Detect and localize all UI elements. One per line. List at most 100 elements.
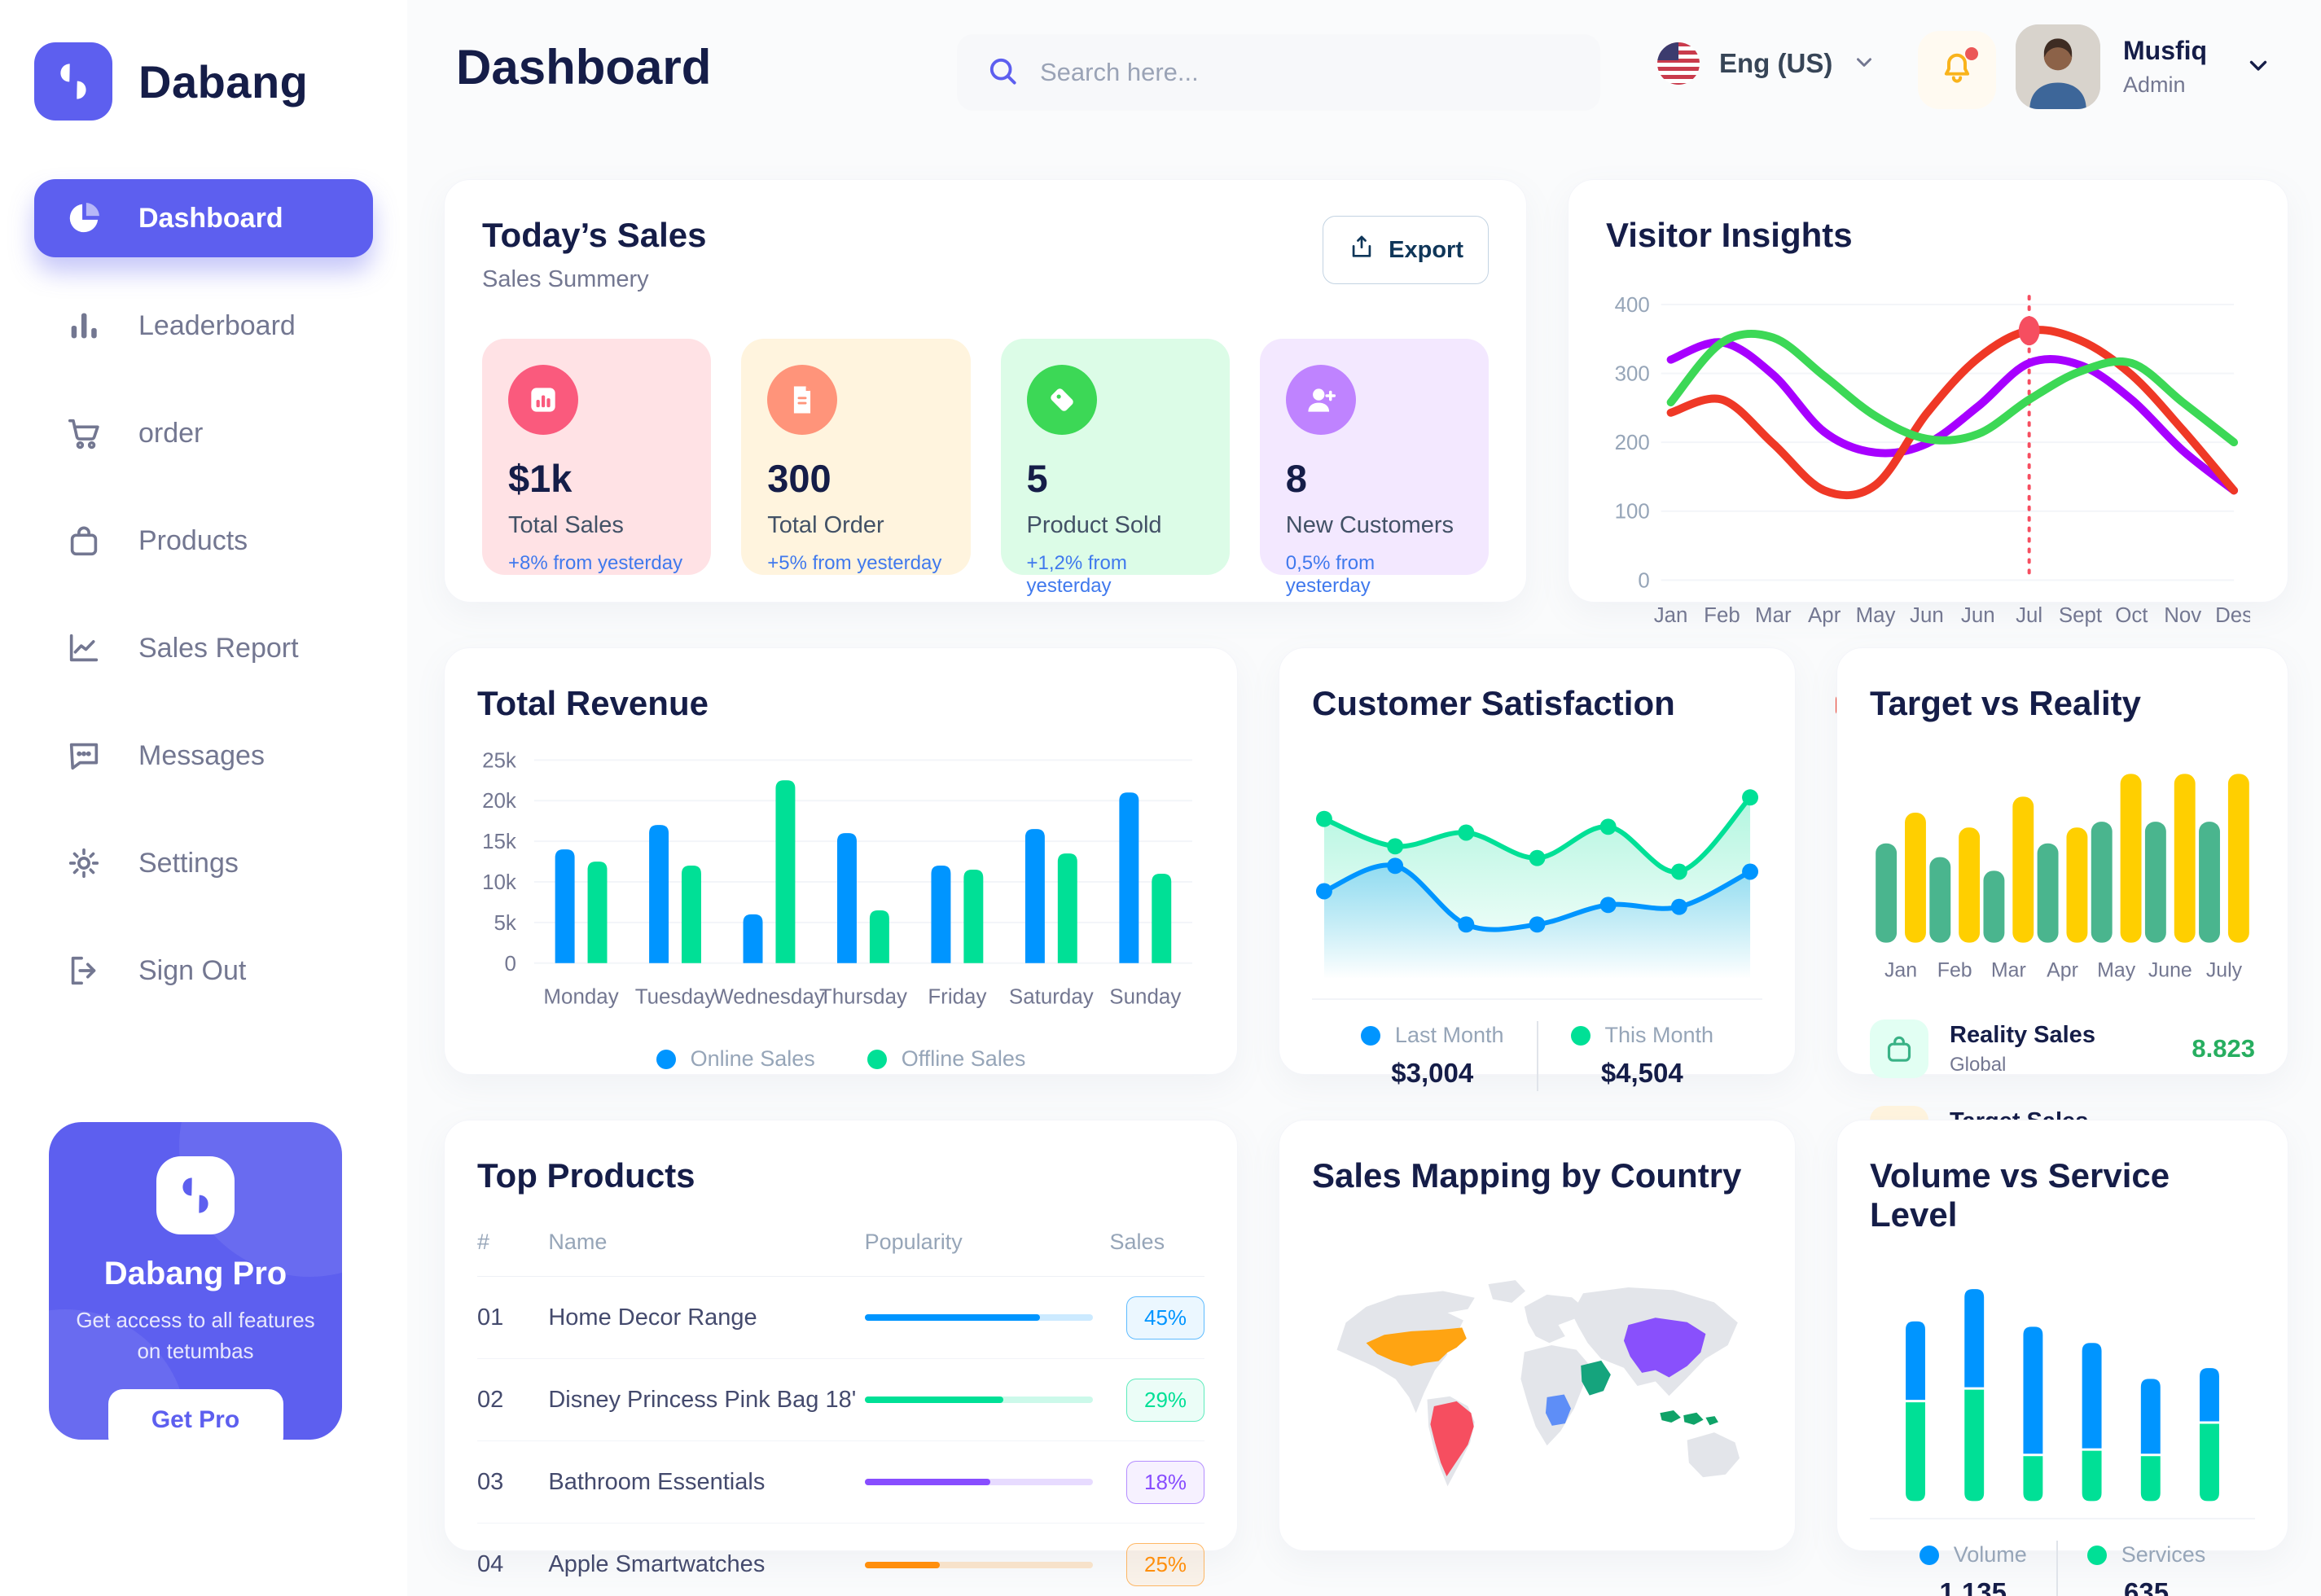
svg-text:Monday: Monday — [543, 986, 618, 1009]
sidebar-item-label: Sales Report — [138, 632, 299, 664]
svg-text:300: 300 — [1615, 363, 1650, 386]
svg-text:June: June — [2148, 958, 2192, 981]
sidebar-menu: Dashboard Leaderboard order Products — [0, 179, 407, 1010]
topbar: Dashboard Eng (US) — [407, 0, 2321, 147]
shopping-bag-icon — [65, 522, 103, 559]
sidebar-item-sign-out[interactable]: Sign Out — [34, 932, 373, 1010]
svg-text:Des: Des — [2215, 604, 2250, 627]
line-chart-icon — [65, 629, 103, 667]
profile-text: Musfiq Admin — [2123, 36, 2207, 98]
popularity-bar — [864, 1479, 1093, 1485]
volume-vs-service-card: Volume vs Service Level Volume 1,135 Ser… — [1836, 1120, 2288, 1596]
stat-card-new-customers: 8 New Customers 0,5% from yesterday — [1259, 339, 1489, 597]
divider — [1536, 1020, 1538, 1091]
svg-text:15k: 15k — [482, 831, 516, 853]
notification-badge — [1965, 47, 1978, 60]
svg-text:10k: 10k — [482, 871, 516, 894]
sidebar-item-label: Settings — [138, 847, 239, 879]
sidebar-item-leaderboard[interactable]: Leaderboard — [34, 287, 373, 365]
sidebar-item-sales-report[interactable]: Sales Report — [34, 609, 373, 687]
svg-text:Sunday: Sunday — [1109, 986, 1181, 1009]
world-map — [1336, 1280, 1740, 1487]
svg-text:Tuesday: Tuesday — [635, 986, 716, 1009]
brand-logo-icon — [34, 42, 112, 121]
table-header: # Name Popularity Sales — [477, 1230, 1204, 1277]
last-month-total: $3,004 — [1391, 1058, 1474, 1088]
sidebar: Dabang Dashboard Leaderboard order — [0, 0, 407, 1596]
last-month-swatch — [1360, 1025, 1380, 1046]
brand[interactable]: Dabang — [0, 0, 407, 121]
sidebar-item-label: Sign Out — [138, 954, 247, 986]
visitor-insights-chart: 0 100 200 300 400 Jan Feb Mar Apr May Jun Jun Jul Sep… — [1606, 279, 2250, 662]
svg-text:Jun: Jun — [1910, 604, 1944, 627]
language-selector[interactable]: Eng (US) — [1657, 42, 1876, 85]
pro-card-title: Dabang Pro — [103, 1256, 287, 1291]
divider — [2056, 1540, 2058, 1596]
sales-chart-icon — [508, 365, 578, 435]
sidebar-item-dashboard[interactable]: Dashboard — [34, 179, 373, 257]
stat-cards: $1k Total Sales +8% from yesterday 300 T… — [482, 339, 1489, 597]
customer-satisfaction-chart — [1312, 748, 1762, 992]
svg-text:Friday: Friday — [928, 986, 986, 1009]
search-bar[interactable] — [957, 34, 1600, 111]
volume-swatch — [1919, 1545, 1939, 1565]
get-pro-button[interactable]: Get Pro — [107, 1389, 283, 1440]
svg-text:May: May — [2097, 958, 2136, 981]
notifications-button[interactable] — [1918, 31, 1996, 109]
profile-menu[interactable]: Musfiq Admin — [2016, 24, 2272, 109]
svg-text:Saturday: Saturday — [1009, 986, 1094, 1009]
sales-mapping-title: Sales Mapping by Country — [1312, 1156, 1742, 1195]
sales-badge: 25% — [1126, 1543, 1205, 1586]
shopping-cart-icon — [65, 414, 103, 452]
chevron-down-icon — [2244, 51, 2272, 83]
reality-sales-value: 8.823 — [2192, 1034, 2255, 1063]
svg-text:Sept: Sept — [2059, 604, 2102, 627]
table-row: 04 Apple Smartwatches 25% — [477, 1524, 1205, 1596]
sales-badge: 29% — [1126, 1378, 1205, 1422]
sidebar-item-label: Dashboard — [138, 202, 283, 234]
svg-text:Mar: Mar — [1991, 958, 2026, 981]
svg-text:Wednesday: Wednesday — [713, 986, 825, 1009]
sidebar-item-products[interactable]: Products — [34, 502, 373, 580]
total-revenue-chart: 0 5k 10k 15k 20k 25k Monday Tuesday Wednesday Thu… — [477, 748, 1204, 1028]
new-user-icon — [1285, 365, 1356, 435]
svg-text:Feb: Feb — [1704, 604, 1740, 627]
stat-card-total-order: 300 Total Order +5% from yesterday — [741, 339, 971, 575]
this-month-total: $4,504 — [1600, 1058, 1683, 1088]
svg-text:Oct: Oct — [2115, 604, 2148, 627]
sign-out-icon — [65, 952, 103, 989]
brand-name: Dabang — [138, 55, 309, 107]
chevron-down-icon — [1852, 50, 1876, 78]
stat-card-product-sold: 5 Product Sold +1,2% from yesterday — [1000, 339, 1230, 597]
svg-text:Thursday: Thursday — [819, 986, 907, 1009]
tag-icon — [1026, 365, 1097, 435]
avatar — [2016, 24, 2100, 109]
user-role: Admin — [2123, 72, 2186, 97]
bell-icon — [1937, 48, 1977, 93]
sidebar-item-label: Messages — [138, 739, 265, 771]
sidebar-item-label: Leaderboard — [138, 309, 296, 341]
target-vs-reality-card: Target vs Reality Jan Feb Mar Apr May June Jul… — [1836, 647, 2288, 1164]
us-flag-icon — [1657, 42, 1700, 85]
todays-sales-title: Today’s Sales — [482, 216, 707, 254]
svg-text:100: 100 — [1615, 501, 1650, 524]
svg-text:Jul: Jul — [2016, 604, 2042, 627]
offline-sales-swatch — [867, 1049, 887, 1069]
target-vs-reality-chart: Jan Feb Mar Apr May June July — [1870, 748, 2255, 992]
gear-icon — [65, 844, 103, 882]
sidebar-item-messages[interactable]: Messages — [34, 717, 373, 795]
reality-sales-legend-row: Reality Sales Global 8.823 — [1870, 1019, 2255, 1078]
volume-vs-service-legend: Volume 1,135 Services 635 — [1870, 1540, 2255, 1596]
search-input[interactable] — [1040, 58, 1561, 87]
svg-text:Jan: Jan — [1884, 958, 1917, 981]
export-button[interactable]: Export — [1323, 216, 1489, 284]
table-row: 01 Home Decor Range 45% — [477, 1277, 1205, 1359]
main-content: Dashboard Eng (US) — [407, 0, 2321, 1596]
visitor-insights-title: Visitor Insights — [1606, 216, 1853, 254]
bar-chart-icon — [65, 307, 103, 344]
sidebar-item-label: order — [138, 417, 204, 449]
sidebar-item-order[interactable]: order — [34, 394, 373, 472]
sidebar-item-settings[interactable]: Settings — [34, 824, 373, 902]
total-revenue-title: Total Revenue — [477, 684, 709, 722]
search-icon — [985, 53, 1020, 93]
